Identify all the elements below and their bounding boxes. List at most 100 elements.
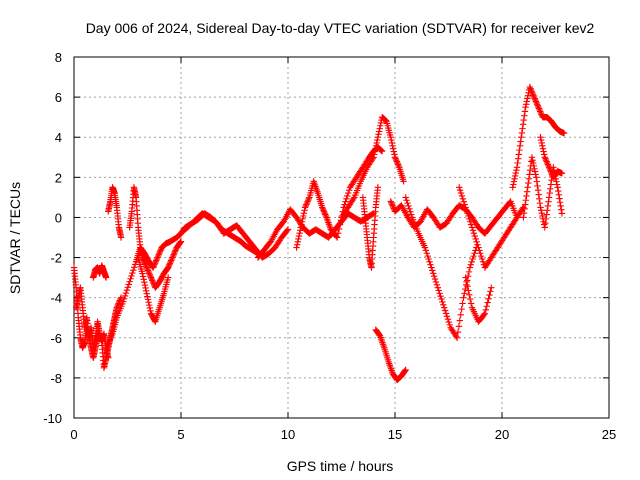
series-arc-i <box>254 206 377 261</box>
data-point <box>463 278 470 286</box>
y-tick-label: 0 <box>55 210 62 225</box>
data-point <box>553 178 560 185</box>
data-point <box>547 168 555 175</box>
data-point <box>147 307 154 315</box>
data-point <box>400 178 407 185</box>
data-point <box>516 142 524 150</box>
data-point <box>425 255 432 263</box>
data-point <box>547 166 554 174</box>
data-point <box>468 224 476 231</box>
data-point <box>516 146 523 154</box>
data-point <box>556 199 564 206</box>
data-point <box>454 328 462 336</box>
data-point <box>526 171 533 178</box>
data-point <box>523 188 531 195</box>
data-point <box>480 311 488 319</box>
data-point <box>144 267 152 274</box>
series-arc-e <box>102 210 262 352</box>
data-point <box>304 197 312 204</box>
data-point <box>529 156 536 164</box>
data-point <box>468 258 475 266</box>
data-point <box>146 301 153 309</box>
data-point <box>535 191 542 198</box>
data-point <box>453 334 461 341</box>
data-point <box>533 174 540 181</box>
data-point <box>343 195 350 203</box>
data-point <box>537 109 545 117</box>
series-arc-j <box>293 144 386 251</box>
data-point <box>432 278 440 286</box>
chart-title: Day 006 of 2024, Sidereal Day-to-day VTE… <box>86 20 595 36</box>
data-point <box>423 250 430 257</box>
data-point <box>464 209 471 217</box>
data-point <box>545 162 552 170</box>
data-point <box>536 199 544 207</box>
data-point <box>541 224 548 231</box>
data-point <box>535 105 543 112</box>
data-point <box>547 181 555 188</box>
data-point <box>144 293 151 300</box>
data-point <box>372 142 380 150</box>
data-point <box>526 83 534 91</box>
data-point <box>467 261 475 268</box>
data-point <box>542 219 549 227</box>
data-point <box>540 151 548 158</box>
data-point <box>421 244 429 251</box>
data-point <box>510 178 518 185</box>
x-tick-label: 15 <box>388 427 402 442</box>
data-point <box>142 284 149 292</box>
series-arc-r <box>509 83 568 191</box>
data-point <box>466 215 473 223</box>
data-point <box>377 119 385 127</box>
data-point <box>510 181 517 188</box>
data-point <box>388 199 395 207</box>
data-point <box>168 255 176 263</box>
data-point <box>149 264 157 271</box>
data-point <box>139 273 147 280</box>
data-point <box>463 207 470 214</box>
series-arc-b <box>72 284 112 362</box>
data-point <box>146 271 154 278</box>
data-point <box>402 366 409 374</box>
data-point <box>512 169 519 177</box>
data-point <box>555 187 562 195</box>
data-point <box>434 284 441 291</box>
data-point <box>298 221 305 228</box>
data-point <box>303 199 311 207</box>
data-point <box>457 311 464 319</box>
data-point <box>117 234 125 241</box>
data-point <box>171 250 178 257</box>
data-point <box>408 211 415 218</box>
data-point <box>456 187 464 194</box>
data-point <box>389 145 397 152</box>
data-point <box>511 172 519 180</box>
data-point <box>120 298 127 305</box>
data-point <box>485 295 492 303</box>
y-axis-label: SDTVAR / TECUs <box>7 182 23 294</box>
data-point <box>113 304 120 311</box>
y-tick-label: -6 <box>50 331 62 346</box>
data-point <box>142 287 150 294</box>
data-point <box>105 354 112 362</box>
data-point <box>545 194 553 201</box>
data-point <box>387 198 394 205</box>
data-point <box>470 230 478 237</box>
data-point <box>402 194 409 201</box>
data-point <box>543 158 550 165</box>
data-point <box>426 258 433 266</box>
data-point <box>374 184 382 191</box>
data-point <box>484 299 491 306</box>
data-point <box>140 276 147 283</box>
data-point <box>547 185 554 192</box>
data-point <box>165 262 172 270</box>
data-point <box>519 121 527 128</box>
data-point <box>476 247 483 254</box>
data-point <box>344 192 351 200</box>
data-point <box>377 146 385 154</box>
data-point <box>519 125 526 132</box>
data-point <box>155 251 162 258</box>
data-point <box>149 278 157 286</box>
data-point <box>461 201 468 208</box>
data-point <box>372 145 379 152</box>
data-point <box>337 217 345 224</box>
